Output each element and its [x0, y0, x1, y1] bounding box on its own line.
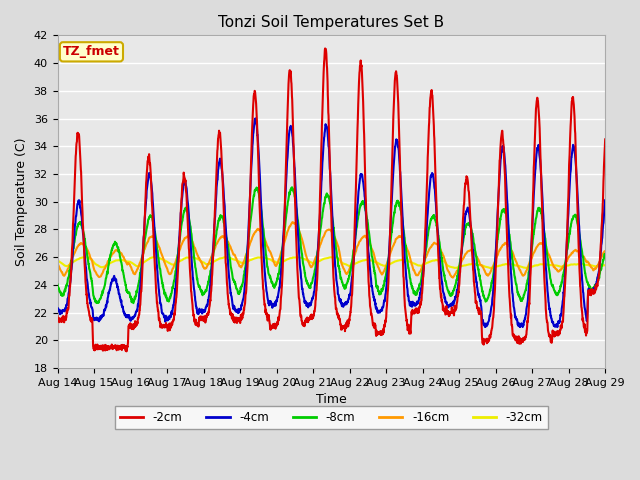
-16cm	[397, 234, 404, 240]
-16cm	[602, 248, 609, 254]
-8cm	[86, 267, 93, 273]
-32cm	[522, 265, 530, 271]
Line: -2cm: -2cm	[58, 48, 605, 351]
-16cm	[582, 259, 590, 265]
-2cm	[335, 314, 342, 320]
Line: -16cm: -16cm	[58, 222, 605, 277]
Line: -8cm: -8cm	[58, 187, 605, 303]
-32cm	[54, 258, 61, 264]
-8cm	[582, 277, 590, 283]
-2cm	[582, 329, 590, 335]
Legend: -2cm, -4cm, -8cm, -16cm, -32cm: -2cm, -4cm, -8cm, -16cm, -32cm	[115, 407, 548, 429]
-16cm	[518, 270, 525, 276]
-16cm	[289, 219, 297, 225]
-8cm	[414, 287, 422, 292]
-16cm	[54, 261, 61, 267]
-16cm	[335, 245, 342, 251]
-4cm	[335, 292, 342, 298]
-8cm	[335, 264, 342, 270]
Line: -32cm: -32cm	[58, 257, 605, 268]
-8cm	[518, 298, 525, 303]
-32cm	[86, 256, 93, 262]
-32cm	[413, 262, 421, 268]
-2cm	[86, 313, 93, 319]
-2cm	[397, 195, 404, 201]
-16cm	[86, 252, 93, 258]
Title: Tonzi Soil Temperatures Set B: Tonzi Soil Temperatures Set B	[218, 15, 444, 30]
Text: TZ_fmet: TZ_fmet	[63, 45, 120, 58]
-8cm	[397, 208, 404, 214]
-2cm	[123, 348, 131, 354]
-32cm	[335, 256, 342, 262]
-32cm	[187, 254, 195, 260]
-8cm	[288, 184, 296, 190]
-16cm	[413, 273, 421, 278]
Line: -4cm: -4cm	[58, 119, 605, 327]
-4cm	[582, 316, 590, 322]
-4cm	[413, 300, 421, 306]
-2cm	[54, 313, 61, 319]
-32cm	[602, 263, 609, 268]
-4cm	[86, 296, 93, 302]
Y-axis label: Soil Temperature (C): Soil Temperature (C)	[15, 137, 28, 266]
-4cm	[252, 116, 259, 121]
-32cm	[582, 262, 590, 268]
-4cm	[397, 180, 404, 185]
-4cm	[554, 324, 561, 330]
-2cm	[321, 46, 329, 51]
X-axis label: Time: Time	[316, 394, 347, 407]
-2cm	[518, 338, 525, 344]
-16cm	[449, 275, 456, 280]
-8cm	[54, 282, 61, 288]
-2cm	[414, 310, 422, 316]
-8cm	[602, 252, 609, 258]
-4cm	[517, 322, 525, 327]
-32cm	[517, 264, 525, 270]
-2cm	[602, 136, 609, 142]
-8cm	[129, 300, 137, 306]
-32cm	[397, 257, 404, 263]
-4cm	[54, 305, 61, 311]
-4cm	[602, 197, 609, 203]
